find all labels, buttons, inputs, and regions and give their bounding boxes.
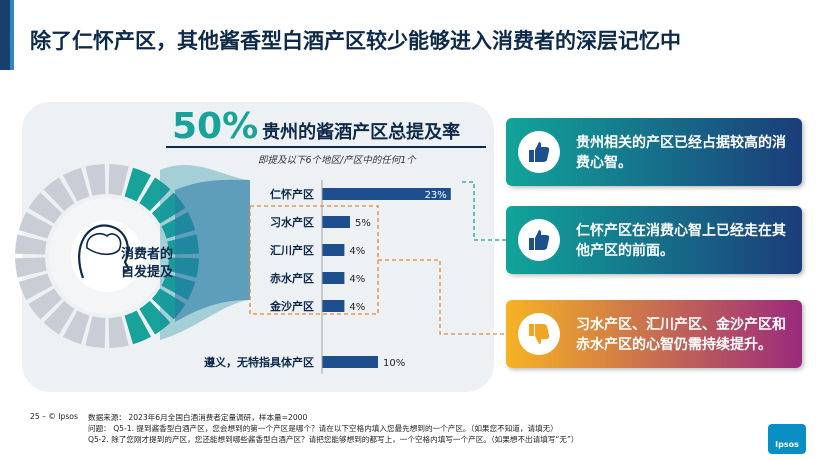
- thumbs-up-icon: [518, 131, 560, 173]
- ring-segment: [18, 212, 53, 239]
- ring-segment: [108, 164, 129, 196]
- funnel-glow: [160, 164, 250, 340]
- insight-text-2: 仁怀产区在消费心智上已经走在其他产区的前面。: [576, 223, 786, 259]
- bar: [322, 188, 451, 200]
- value-label: 4%: [349, 274, 365, 285]
- category-label: 遵义，无特指具体产区: [204, 355, 314, 369]
- value-label: 4%: [349, 246, 365, 257]
- value-label: 5%: [355, 218, 371, 229]
- ring-segment: [28, 288, 63, 320]
- footer-notes: 数据来源： 2023年6月全国白酒消费者定量调研，样本量=2000 问题： Q5…: [88, 412, 579, 445]
- center-label-line: 自发提及: [121, 264, 174, 280]
- insight-card-3: 习水产区、汇川产区、金沙产区和赤水产区的心智仍需持续提升。: [506, 300, 802, 368]
- ring-segment: [18, 273, 53, 300]
- ipsos-logo: Ipsos: [768, 424, 806, 454]
- value-label: 23%: [425, 190, 447, 201]
- category-label: 赤水产区: [270, 271, 314, 285]
- bar: [322, 216, 350, 228]
- footer-question-1: 问题： Q5-1. 提到酱香型白酒产区，您会想到的第一个产区是哪个？请在以下空格…: [88, 424, 558, 433]
- ring-segment: [139, 177, 171, 212]
- headline-underline: [166, 146, 486, 148]
- ring-segment: [43, 177, 75, 212]
- bar: [322, 272, 345, 284]
- title-accent-stripe: [10, 0, 14, 70]
- insight-text-1: 贵州相关的产区已经占据较高的消费心智。: [576, 135, 786, 171]
- insight-text-3: 习水产区、汇川产区、金沙产区和赤水产区的心智仍需持续提升。: [576, 317, 786, 353]
- ring-segment: [124, 310, 151, 345]
- dashed-connector-orange: [378, 259, 506, 335]
- headline-label: 贵州的酱酒产区总提及率: [262, 122, 461, 143]
- category-label: 金沙产区: [269, 299, 314, 313]
- ring-segment: [124, 167, 151, 202]
- footer-source: 数据来源： 2023年6月全国白酒消费者定量调研，样本量=2000: [88, 413, 308, 422]
- bar: [322, 300, 345, 312]
- funnel-band: [175, 179, 250, 322]
- ring-segment: [108, 316, 129, 348]
- ring-segment: [28, 192, 63, 224]
- chart-subtitle: 即提及以下6个地区/产区中的任何1个: [258, 155, 416, 166]
- dashed-connector-teal: [462, 181, 506, 241]
- value-label: 10%: [383, 358, 405, 369]
- headline-percent: 50%: [172, 106, 259, 147]
- ring-segment: [85, 164, 106, 196]
- thumbs-down-icon: [518, 313, 560, 355]
- ring-segment: [15, 234, 47, 255]
- thumbs-up-icon: [518, 219, 560, 261]
- ring-segment: [43, 300, 75, 335]
- ring-segment: [85, 316, 106, 348]
- category-label: 仁怀产区: [270, 187, 314, 201]
- value-label: 4%: [349, 302, 365, 313]
- brain-outline: [86, 232, 122, 256]
- ring-segment: [63, 310, 90, 345]
- page-number: 25 – © Ipsos: [30, 412, 78, 421]
- category-label: 汇川产区: [270, 243, 314, 257]
- ring-segment: [63, 167, 90, 202]
- headline: 50% 贵州的酱酒产区总提及率: [172, 106, 460, 147]
- insight-card-2: 仁怀产区在消费心智上已经走在其他产区的前面。: [506, 206, 802, 274]
- title-accent-bar: [0, 0, 10, 70]
- page-title: 除了仁怀产区，其他酱香型白酒产区较少能够进入消费者的深层记忆中: [30, 29, 681, 53]
- dashed-guides: [249, 181, 506, 335]
- footer-question-2: Q5-2. 除了您刚才提到的产区，您还能想到哪些酱香型白酒产区？请把您能够想到的…: [88, 435, 579, 444]
- bar: [322, 244, 345, 256]
- bars-group: 仁怀产区 23% 习水产区 5% 汇川产区 4% 赤水产区 4% 金沙产区 4% 遵义，无特指具体产…: [204, 180, 451, 374]
- head-outline: [78, 224, 131, 279]
- center-label-line: 消费者的: [121, 246, 173, 262]
- category-label: 习水产区: [270, 215, 314, 229]
- ring-segment: [139, 300, 171, 335]
- bar: [322, 356, 378, 368]
- insight-card-1: 贵州相关的产区已经占据较高的消费心智。: [506, 118, 802, 186]
- ring-segment: [15, 257, 47, 278]
- funnel-shape: [160, 164, 250, 340]
